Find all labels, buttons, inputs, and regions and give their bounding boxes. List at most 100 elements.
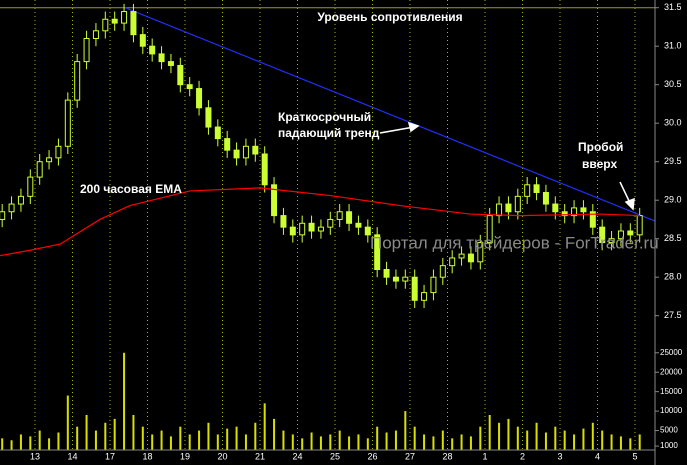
volume-bar — [10, 440, 13, 450]
volume-bar — [413, 426, 416, 450]
volume-bar — [348, 436, 351, 450]
x-tick-label: 21 — [255, 451, 265, 461]
volume-bar — [619, 436, 622, 450]
candle-body — [299, 222, 306, 236]
candle-body — [158, 53, 165, 63]
candle-body — [336, 211, 343, 220]
volume-bar — [554, 426, 557, 450]
volume-bar — [432, 436, 435, 450]
y-tick-label: 27.5 — [664, 310, 682, 320]
volume-bar — [469, 436, 472, 450]
candle-body — [636, 215, 643, 236]
volume-bar — [273, 418, 276, 450]
volume-bar — [179, 426, 182, 450]
x-tick-label: 17 — [105, 451, 115, 461]
y-tick-label: 30.5 — [664, 79, 682, 89]
plot-area — [0, 0, 655, 450]
volume-bar — [160, 430, 163, 450]
candle-body — [233, 149, 240, 159]
x-tick-label: 19 — [180, 451, 190, 461]
volume-bar — [629, 438, 632, 450]
candle-body — [186, 84, 193, 90]
candle-body — [374, 234, 381, 271]
volume-bar — [66, 395, 69, 450]
volume-bar — [357, 434, 360, 450]
candle-body — [346, 211, 353, 224]
volume-bar — [244, 434, 247, 450]
candle-body — [252, 145, 259, 155]
x-tick-label: 2 — [520, 451, 525, 461]
volume-bar — [104, 422, 107, 450]
watermark: Портал для трейдеров - ForTrader.ru — [370, 233, 659, 252]
volume-bar — [301, 438, 304, 450]
volume-bar — [366, 438, 369, 450]
candle-body — [421, 292, 428, 301]
volume-bar — [38, 430, 41, 450]
candle-body — [608, 238, 615, 244]
volume-bar — [573, 434, 576, 450]
y2-tick-label: 10000 — [660, 406, 683, 415]
candle-body — [139, 34, 146, 47]
candle-body — [121, 11, 128, 24]
volume-bar — [94, 430, 97, 450]
volume-bar — [638, 434, 641, 450]
annotation: Пробой — [578, 140, 623, 154]
candle-body — [402, 276, 409, 282]
volume-bar — [113, 418, 116, 450]
candle-body — [130, 11, 137, 36]
volume-bar — [591, 422, 594, 450]
candle-body — [74, 61, 81, 101]
candle-body — [552, 203, 559, 213]
y-tick-label: 28.0 — [664, 272, 682, 282]
volume-bar — [516, 426, 519, 450]
candle-body — [467, 253, 474, 263]
volume-bar — [535, 422, 538, 450]
candle-body — [242, 145, 249, 159]
candle-body — [0, 211, 6, 220]
annotation: Уровень сопротивления — [317, 10, 462, 24]
y-tick-label: 29.5 — [664, 156, 682, 166]
candle-body — [627, 230, 634, 236]
candle-body — [92, 30, 99, 39]
volume-bar — [451, 438, 454, 450]
volume-bar — [169, 436, 172, 450]
volume-bar — [132, 415, 135, 450]
x-tick-label: 25 — [330, 451, 340, 461]
y2-tick-label: 1000 — [660, 441, 678, 450]
volume-bar — [610, 434, 613, 450]
candle-body — [46, 157, 53, 163]
candle-body — [439, 265, 446, 278]
ema-line — [0, 187, 640, 257]
volume-bar — [76, 426, 79, 450]
candle-body — [599, 226, 606, 244]
volume-bar — [263, 403, 266, 450]
volume-bar — [48, 438, 51, 450]
candle-body — [177, 64, 184, 86]
candle-body — [196, 88, 203, 109]
candle-body — [214, 126, 221, 140]
y-tick-label: 29.0 — [664, 195, 682, 205]
candle-body — [449, 257, 456, 267]
volume-bar — [338, 430, 341, 450]
volume-bar — [85, 415, 88, 450]
candle-body — [111, 18, 118, 24]
candle-body — [261, 153, 268, 186]
candle-body — [83, 38, 90, 63]
candle-body — [224, 138, 231, 151]
volume-bar — [544, 432, 547, 450]
candle-body — [514, 195, 521, 213]
candle-body — [383, 269, 390, 278]
volume-bar — [29, 436, 32, 450]
volume-bar — [376, 426, 379, 450]
annotation: вверх — [582, 157, 617, 171]
volume-bar — [563, 430, 566, 450]
candle-body — [317, 226, 324, 232]
volume-bar — [254, 422, 257, 450]
volume-bar — [385, 432, 388, 450]
volume-bar — [488, 415, 491, 450]
volume-bar — [460, 434, 463, 450]
candle-body — [542, 192, 549, 205]
candle-body — [533, 184, 540, 194]
x-tick-label: 13 — [30, 451, 40, 461]
